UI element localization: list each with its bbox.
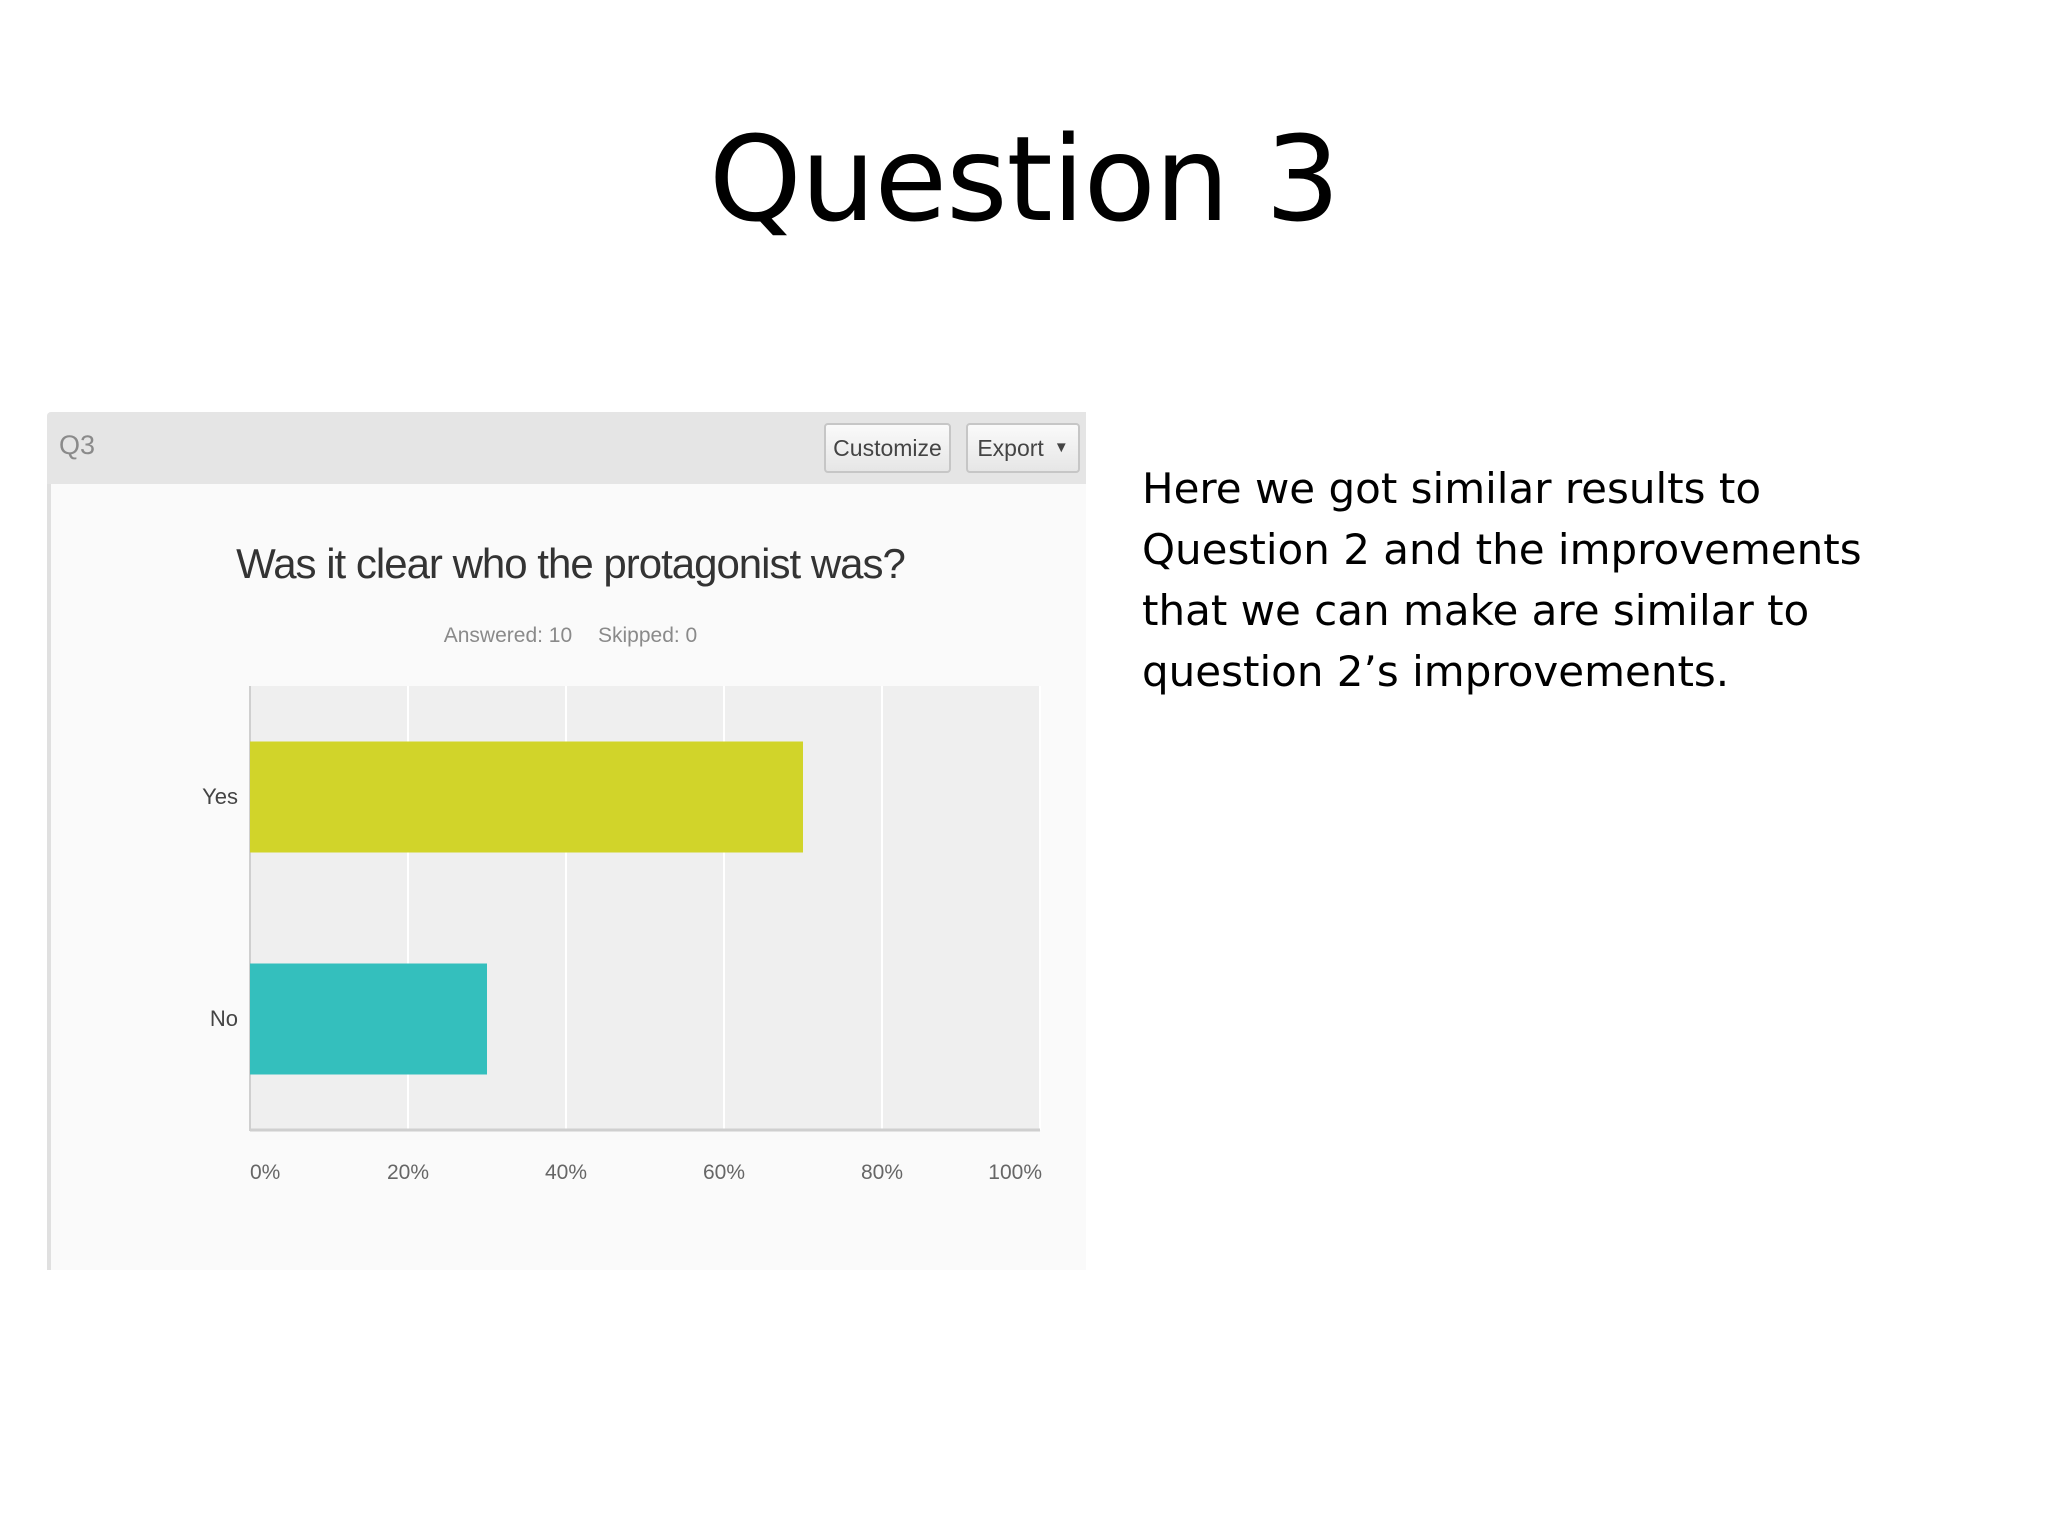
body-line-3: that we can make are similar to xyxy=(1142,586,1810,635)
body-line-4: question 2’s improvements. xyxy=(1142,647,1730,696)
x-tick-label: 100% xyxy=(988,1161,1042,1184)
chevron-down-icon: ▼ xyxy=(1053,438,1069,456)
answered-count: Answered: 10 xyxy=(443,624,573,647)
y-category-label: No xyxy=(210,1006,238,1031)
slide-body-text: Here we got similar results to Question … xyxy=(1142,458,1962,702)
export-button[interactable]: Export ▼ xyxy=(966,423,1080,473)
x-tick-label: 80% xyxy=(861,1161,903,1184)
body-line-2: Question 2 and the improvements xyxy=(1142,525,1862,574)
panel-header: Q3 Customize Export ▼ xyxy=(47,412,1086,484)
response-stats: Answered: 10 Skipped: 0 xyxy=(51,624,1090,648)
customize-button[interactable]: Customize xyxy=(824,423,951,473)
question-id-label: Q3 xyxy=(59,430,96,460)
bar-yes xyxy=(250,741,803,853)
export-label: Export xyxy=(977,435,1044,461)
x-tick-label: 40% xyxy=(545,1161,587,1184)
slide-title: Question 3 xyxy=(708,110,1340,248)
y-category-label: Yes xyxy=(202,784,238,809)
x-tick-label: 20% xyxy=(387,1161,429,1184)
skipped-count: Skipped: 0 xyxy=(598,624,698,647)
chart-title: Was it clear who the protagonist was? xyxy=(236,540,906,587)
body-line-1: Here we got similar results to xyxy=(1142,464,1762,513)
survey-question-panel: Q3 Customize Export ▼ Was it clear who th… xyxy=(47,412,1086,1270)
x-tick-label: 0% xyxy=(250,1161,280,1184)
x-tick-label: 60% xyxy=(703,1161,745,1184)
bar-no xyxy=(250,963,487,1075)
bar-chart: 0% 20% 40% 60% 80% 100% Yes No xyxy=(202,686,1042,1184)
